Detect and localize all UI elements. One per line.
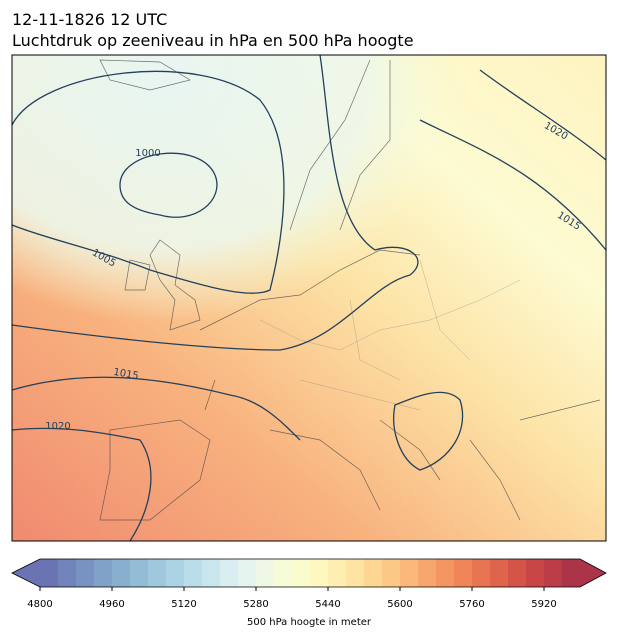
map-title: Luchtdruk op zeeniveau in hPa en 500 hPa… — [12, 31, 414, 50]
isobar — [119, 152, 218, 218]
colorbar-band — [76, 559, 95, 587]
colorbar-band — [526, 559, 545, 587]
colorbar-band — [346, 559, 365, 587]
contour-label: 1015 — [112, 367, 139, 382]
isobar — [12, 55, 419, 351]
colorbar-band — [382, 559, 401, 587]
map-frame — [11, 54, 607, 542]
colorbar-tick-label: 5920 — [531, 599, 556, 610]
colorbar-band — [472, 559, 491, 587]
colorbar-band — [58, 559, 77, 587]
colorbar-band — [436, 559, 455, 587]
colorbar-tick-label: 5760 — [459, 599, 484, 610]
contour-label: 1000 — [135, 148, 160, 159]
colorbar-label: 500 hPa hoogte in meter — [247, 617, 372, 628]
colorbar-band — [544, 559, 563, 587]
colorbar-band — [220, 559, 239, 587]
colorbar-band — [490, 559, 509, 587]
colorbar-tick-label: 5120 — [171, 599, 196, 610]
isobar — [479, 69, 606, 161]
colorbar-band — [202, 559, 221, 587]
isobar — [12, 70, 285, 294]
colorbar-band — [310, 559, 329, 587]
colorbar-band — [562, 559, 581, 587]
colorbar-band — [508, 559, 527, 587]
isobar — [12, 427, 152, 541]
colorbar-band — [274, 559, 293, 587]
colorbar-band — [166, 559, 185, 587]
isobar — [12, 376, 301, 441]
colorbar-tick-label: 4960 — [99, 599, 124, 610]
colorbar-band — [238, 559, 257, 587]
isobar — [419, 119, 606, 251]
colorbar-tick-label: 5280 — [243, 599, 268, 610]
colorbar-band — [112, 559, 131, 587]
colorbar-band — [94, 559, 113, 587]
contour-label: 1020 — [45, 421, 70, 432]
colorbar-band — [130, 559, 149, 587]
colorbar-band — [40, 559, 59, 587]
colorbar-tick-label: 4800 — [27, 599, 52, 610]
colorbar-tick-label: 5440 — [315, 599, 340, 610]
colorbar-band — [418, 559, 437, 587]
low-area — [12, 55, 606, 541]
borders — [259, 259, 521, 411]
time-title: 12-11-1826 12 UTC — [12, 10, 167, 29]
colorbar-band — [400, 559, 419, 587]
colorbar-tick-label: 5600 — [387, 599, 412, 610]
colorbar-band — [184, 559, 203, 587]
colorbar-band — [292, 559, 311, 587]
colorbar-band — [454, 559, 473, 587]
colorbar: 4800 4960 5120 5280 5440 5600 5760 5920 — [11, 558, 607, 610]
colorbar-extend — [580, 559, 606, 587]
map: 1000 1005 1015 1020 1015 1020 — [12, 55, 606, 541]
colorbar-band — [364, 559, 383, 587]
colorbar-extend — [12, 559, 40, 587]
isobar — [393, 391, 464, 471]
colorbar-band — [256, 559, 275, 587]
colorbar-band — [328, 559, 347, 587]
coastline — [99, 59, 601, 521]
colorbar-band — [148, 559, 167, 587]
